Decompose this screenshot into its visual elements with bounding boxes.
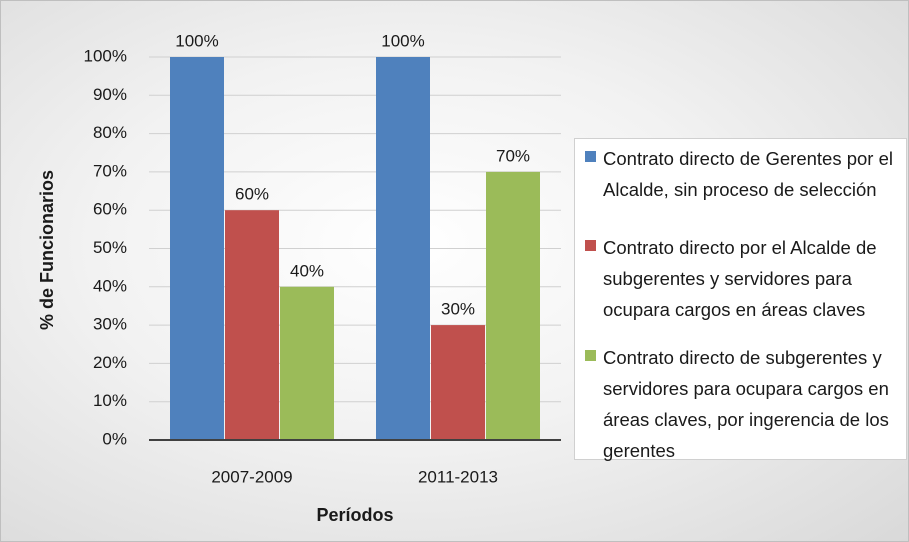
data-label: 70% <box>496 146 530 165</box>
y-tick-label: 30% <box>93 315 127 334</box>
y-tick-label: 90% <box>93 85 127 104</box>
bar <box>280 286 334 440</box>
y-tick-label: 20% <box>93 353 127 372</box>
y-tick-label: 70% <box>93 161 127 180</box>
y-tick-label: 50% <box>93 238 127 257</box>
x-axis-title: Períodos <box>316 505 393 525</box>
bar <box>376 57 430 440</box>
y-tick-label: 40% <box>93 276 127 295</box>
x-tick-label: 2007-2009 <box>211 467 292 486</box>
legend-swatch <box>585 350 596 361</box>
legend-swatch <box>585 240 596 251</box>
bar <box>170 57 224 440</box>
x-tick-label: 2011-2013 <box>418 467 498 486</box>
data-label: 100% <box>175 31 218 50</box>
bar <box>431 325 485 440</box>
legend-entry: Contrato directo de subgerentes y servid… <box>585 342 905 466</box>
data-label: 100% <box>381 31 424 50</box>
legend: Contrato directo de Gerentes por el Alca… <box>574 138 907 461</box>
legend-entry: Contrato directo de Gerentes por el Alca… <box>585 143 905 205</box>
y-tick-label: 100% <box>84 46 127 65</box>
bar <box>225 210 279 440</box>
data-label: 40% <box>290 261 324 280</box>
legend-entry: Contrato directo por el Alcalde de subge… <box>585 232 905 325</box>
legend-label: Contrato directo de Gerentes por el Alca… <box>603 148 893 200</box>
data-label: 60% <box>235 185 269 204</box>
y-tick-label: 60% <box>93 200 127 219</box>
bar <box>486 171 540 440</box>
y-tick-label: 0% <box>102 429 127 448</box>
y-tick-label: 80% <box>93 123 127 142</box>
data-label: 30% <box>441 300 475 319</box>
y-axis-title: % de Funcionarios <box>37 170 57 330</box>
legend-swatch <box>585 151 596 162</box>
legend-label: Contrato directo por el Alcalde de subge… <box>603 237 877 320</box>
legend-label: Contrato directo de subgerentes y servid… <box>603 347 889 461</box>
y-tick-label: 10% <box>93 391 127 410</box>
